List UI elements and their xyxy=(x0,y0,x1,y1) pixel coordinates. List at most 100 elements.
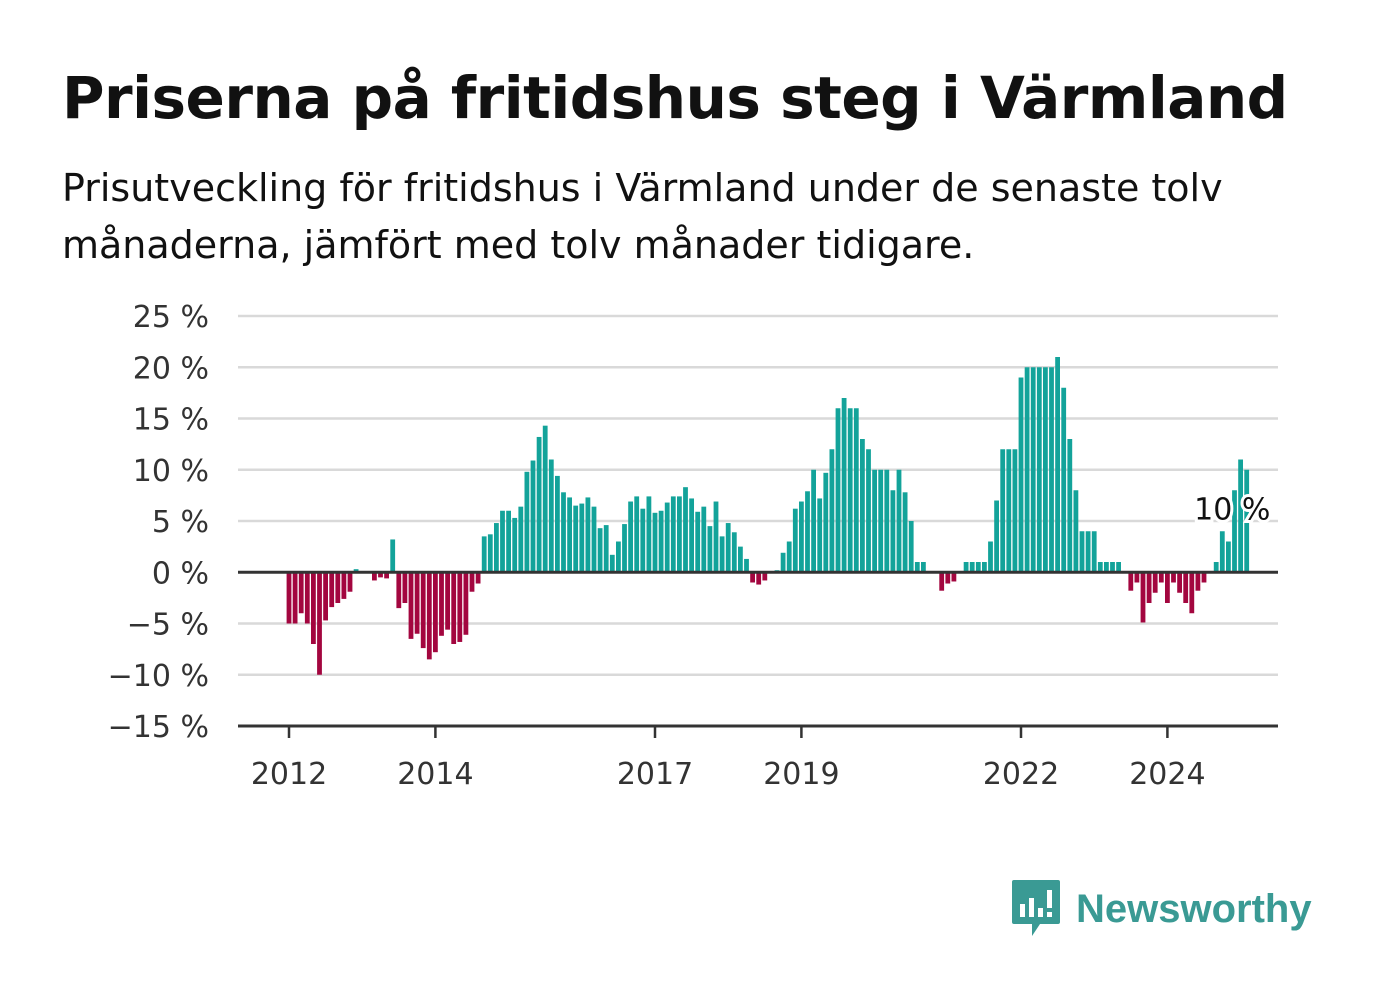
bar xyxy=(695,511,701,573)
bar xyxy=(658,510,664,573)
bar xyxy=(1189,572,1195,614)
bars xyxy=(286,357,1250,675)
bar xyxy=(1146,572,1152,603)
bar xyxy=(853,408,859,573)
bar xyxy=(518,506,524,573)
bar xyxy=(811,469,816,573)
bar xyxy=(628,501,633,573)
y-tick-label: 5 % xyxy=(152,505,209,540)
bar xyxy=(884,469,890,573)
bar xyxy=(548,459,554,573)
bar xyxy=(341,572,347,599)
bar xyxy=(719,536,725,573)
bar xyxy=(1152,572,1158,593)
bar xyxy=(1104,562,1109,573)
bar xyxy=(1171,572,1176,583)
bar xyxy=(1097,562,1103,573)
bar xyxy=(1055,357,1060,573)
bar xyxy=(609,554,615,573)
bar xyxy=(378,572,383,578)
bar xyxy=(664,502,670,573)
bar xyxy=(390,539,396,573)
bar xyxy=(439,572,444,636)
bar xyxy=(750,572,755,583)
bar xyxy=(1079,531,1085,573)
x-tick-label: 2024 xyxy=(1129,757,1205,792)
bar xyxy=(994,500,999,573)
bar xyxy=(1085,531,1091,573)
bar xyxy=(530,460,536,573)
bar xyxy=(805,491,810,573)
bar xyxy=(1073,490,1079,573)
x-tick-label: 2012 xyxy=(251,757,327,792)
x-tick-label: 2014 xyxy=(397,757,473,792)
bar xyxy=(835,408,841,573)
bar xyxy=(1226,541,1231,573)
y-tick-label: 10 % xyxy=(133,454,209,489)
bar xyxy=(677,496,682,573)
bar xyxy=(975,562,981,573)
bar xyxy=(646,496,652,573)
bar xyxy=(1000,449,1006,573)
bar xyxy=(939,572,945,591)
bar xyxy=(866,449,871,573)
bar xyxy=(1201,572,1207,583)
bar xyxy=(585,497,591,573)
bar xyxy=(317,572,322,675)
bar xyxy=(823,472,829,573)
bar xyxy=(475,572,481,584)
bar xyxy=(1067,439,1073,573)
bar xyxy=(982,562,987,573)
bar xyxy=(335,572,341,603)
bar xyxy=(914,562,920,573)
bar xyxy=(536,436,542,573)
bar xyxy=(451,572,457,644)
bar xyxy=(573,505,579,573)
bar xyxy=(786,541,792,573)
bar xyxy=(872,469,877,573)
bar xyxy=(579,503,585,573)
bar xyxy=(1110,562,1115,573)
y-tick-label: 15 % xyxy=(133,403,209,438)
bar xyxy=(487,534,493,573)
bar xyxy=(1195,572,1201,591)
last-value-label: 10 % xyxy=(1194,493,1270,528)
bar xyxy=(652,512,658,573)
bar xyxy=(494,523,499,573)
bar xyxy=(1030,367,1036,573)
bar xyxy=(616,541,621,573)
newsworthy-logo-icon xyxy=(1012,880,1060,936)
bar xyxy=(689,498,694,573)
bar xyxy=(1091,531,1097,573)
bar xyxy=(713,501,719,573)
bar xyxy=(963,562,969,573)
bar xyxy=(792,508,798,573)
bar xyxy=(311,572,316,644)
x-tick-label: 2019 xyxy=(763,757,839,792)
x-axis-labels: 2012 2014 2017 2019 2022 2024 xyxy=(251,726,1206,792)
bar xyxy=(408,572,414,639)
bar xyxy=(1232,490,1237,573)
bar xyxy=(829,449,835,573)
bar xyxy=(286,572,292,624)
bar xyxy=(542,425,548,573)
y-axis-labels: 25 % 20 % 15 % 10 % 5 % 0 % −5 % −10 % −15 % xyxy=(108,300,209,745)
bar xyxy=(1140,572,1146,623)
bar xyxy=(329,572,335,608)
bar xyxy=(1036,367,1042,573)
bar xyxy=(878,469,884,573)
bar xyxy=(1128,572,1134,591)
bar xyxy=(445,572,450,630)
bar xyxy=(567,497,572,573)
bar xyxy=(420,572,426,649)
bar xyxy=(372,572,377,581)
y-tick-label: 25 % xyxy=(133,300,209,335)
axes xyxy=(238,570,1278,728)
y-tick-label: −15 % xyxy=(108,710,209,745)
bar xyxy=(908,521,914,573)
bar xyxy=(799,501,804,573)
bar xyxy=(817,498,823,573)
bar xyxy=(469,572,475,592)
bar xyxy=(951,572,957,582)
bar xyxy=(847,408,853,573)
